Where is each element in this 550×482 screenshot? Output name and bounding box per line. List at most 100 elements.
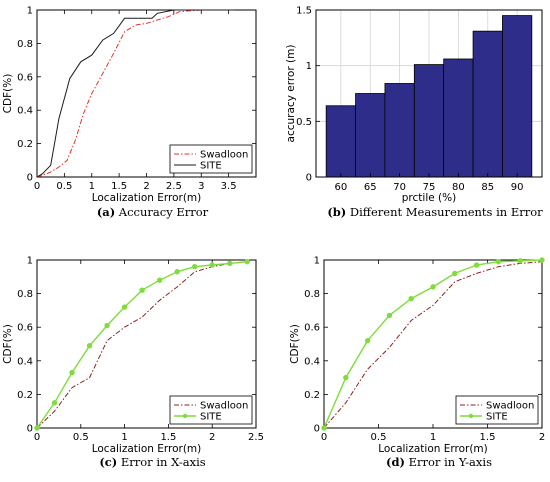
series-point-site bbox=[209, 262, 215, 268]
x-tick-label: 75 bbox=[423, 182, 436, 193]
series-point-site bbox=[430, 284, 436, 290]
y-tick-label: 0.8 bbox=[17, 289, 33, 300]
x-tick-label: 0.5 bbox=[56, 181, 72, 192]
y-tick-label: 0 bbox=[314, 424, 320, 435]
y-tick-label: 0.6 bbox=[304, 323, 320, 334]
legend-box bbox=[455, 395, 539, 425]
panel-caption-tag: (b) bbox=[327, 205, 346, 219]
series-point-site bbox=[104, 322, 110, 329]
series-point-site bbox=[495, 258, 502, 265]
x-tick-label: 60 bbox=[334, 182, 347, 193]
y-tick-label: 0.8 bbox=[17, 39, 33, 50]
y-tick-label: 0 bbox=[27, 424, 33, 435]
series-point-site bbox=[121, 304, 128, 310]
bar-90 bbox=[502, 15, 533, 178]
y-tick-label: 0.4 bbox=[304, 356, 320, 367]
y-axis-label: accuracy error (m) bbox=[285, 45, 297, 143]
series-point-site bbox=[343, 374, 349, 381]
series-point-site bbox=[69, 369, 75, 376]
series-line-site bbox=[36, 9, 235, 178]
y-tick-label: 0.8 bbox=[304, 289, 320, 300]
y-tick-label: 0.2 bbox=[17, 139, 33, 150]
y-axis-label: CDF(%) bbox=[289, 324, 301, 364]
series-point-site bbox=[86, 342, 93, 349]
x-tick-label: 2.5 bbox=[166, 181, 182, 192]
y-tick-label: 0.6 bbox=[17, 72, 33, 83]
chart-panel-0: 0 0.5 1 1.5 2 2.5 3 3.5 0 0.2 0.4 0.6 0.8 1 SwadloonSI… bbox=[2, 6, 257, 219]
x-tick-label: 0 bbox=[34, 181, 40, 192]
legend-label-swadloon: Swadloon bbox=[200, 401, 248, 412]
legend-label-swadloon: Swadloon bbox=[486, 401, 534, 412]
x-axis-label: Localization Error(m) bbox=[378, 443, 488, 455]
panel-caption-tag: (d) bbox=[386, 455, 405, 469]
x-tick-label: 70 bbox=[393, 182, 406, 193]
plot-frame bbox=[36, 259, 257, 429]
panel-caption-text: Accuracy Error bbox=[115, 205, 209, 219]
series-line-swadloon bbox=[36, 9, 235, 178]
x-tick-label: 0.5 bbox=[371, 432, 387, 443]
x-tick-label: 0 bbox=[34, 432, 40, 443]
y-tick-label: 1 bbox=[314, 256, 320, 267]
y-tick-label: 0.2 bbox=[17, 390, 33, 401]
series-point-site bbox=[156, 277, 163, 283]
y-tick-label: 0.6 bbox=[17, 323, 33, 334]
series-point-site bbox=[244, 258, 250, 265]
x-axis-label: Localization Error(m) bbox=[92, 192, 202, 204]
y-tick-label: 0 bbox=[27, 173, 33, 184]
series-point-site bbox=[386, 312, 393, 319]
x-tick-label: 1.5 bbox=[160, 432, 176, 443]
series-point-site bbox=[191, 264, 198, 270]
y-tick-label: 0.4 bbox=[17, 106, 33, 117]
x-tick-label: 90 bbox=[511, 182, 524, 193]
panel-caption-tag: (c) bbox=[99, 455, 117, 469]
bar-85 bbox=[472, 30, 503, 178]
panel-caption-text: Error in X-axis bbox=[117, 455, 206, 469]
series-point-site bbox=[34, 425, 40, 431]
x-tick-label: 80 bbox=[452, 182, 465, 193]
series-point-site bbox=[227, 260, 233, 267]
series-point-site bbox=[517, 258, 523, 264]
x-tick-label: 2.5 bbox=[248, 432, 264, 443]
series-point-site bbox=[452, 270, 458, 277]
y-tick-label: 1 bbox=[306, 61, 312, 72]
panel-caption-text: Different Measurements in Error bbox=[346, 205, 543, 219]
series-point-site bbox=[364, 337, 371, 344]
x-tick-label: 65 bbox=[364, 182, 377, 193]
x-tick-label: 2 bbox=[539, 432, 545, 443]
bar-75 bbox=[413, 64, 445, 178]
x-tick-label: 3.5 bbox=[221, 181, 237, 192]
legend-label-site: SITE bbox=[200, 412, 222, 423]
y-axis-label: CDF(%) bbox=[2, 324, 14, 364]
legend-label-swadloon: Swadloon bbox=[200, 150, 248, 161]
bar-60 bbox=[325, 105, 356, 178]
x-tick-label: 0.5 bbox=[73, 432, 89, 443]
x-tick-label: 1.5 bbox=[111, 181, 127, 192]
x-tick-label: 1 bbox=[89, 181, 95, 192]
y-tick-label: 1 bbox=[27, 6, 33, 17]
legend-marker-site bbox=[182, 413, 188, 419]
y-tick-label: 1 bbox=[27, 256, 33, 267]
series-point-site bbox=[473, 262, 480, 268]
x-tick-label: 1 bbox=[430, 432, 436, 443]
bar-80 bbox=[443, 58, 474, 178]
x-tick-label: 2 bbox=[209, 432, 215, 443]
chart-panel-1: 0 0.5 1 1.5 60 65 70 75 80 85 90 prctile (%) accurac… bbox=[285, 6, 543, 220]
y-axis-label: CDF(%) bbox=[2, 74, 14, 114]
y-tick-label: 1.5 bbox=[296, 6, 312, 17]
series-line-swadloon bbox=[323, 261, 543, 429]
series-point-site bbox=[321, 425, 327, 431]
y-tick-label: 0.2 bbox=[304, 390, 320, 401]
legend-label-site: SITE bbox=[200, 161, 222, 172]
legend-box bbox=[169, 144, 253, 174]
panel-caption-text: Error in Y-axis bbox=[405, 455, 492, 469]
x-axis-label: Localization Error(m) bbox=[92, 443, 202, 455]
panel-caption-tag: (a) bbox=[97, 205, 115, 219]
y-tick-label: 0.4 bbox=[17, 356, 33, 367]
bar-65 bbox=[355, 93, 386, 178]
